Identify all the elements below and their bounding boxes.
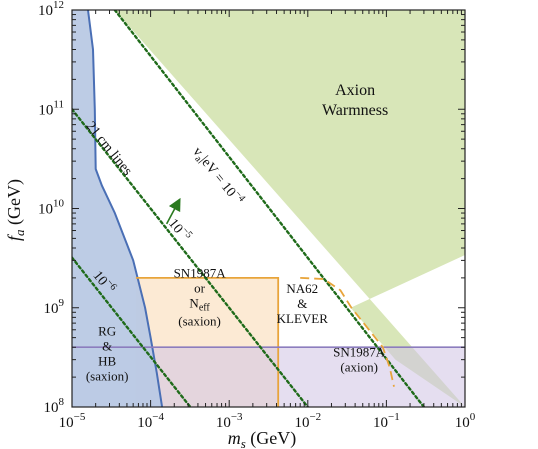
rg-hb-label: RG & HB (saxion): [86, 324, 129, 384]
x-tick-label: 10−2: [294, 411, 321, 431]
labels-layer: 10−5 10−4 10−3 10−2 10−1 100 108 109 1010 1011 101…: [38, 0, 476, 431]
x-tick-label: 10−3: [216, 411, 243, 431]
sn1987a-saxion-boundary: [135, 277, 280, 407]
ticks-layer: [71, 9, 466, 408]
series-v-1e-6: [72, 256, 192, 407]
lines-layer: [72, 10, 426, 407]
annotation-v-1e-4-label: va|eV = 10−4: [188, 143, 248, 210]
x-axis-title: ms (GeV): [228, 428, 297, 449]
x-tick-label: 10−5: [59, 411, 86, 431]
y-tick-label: 108: [44, 396, 65, 416]
region-axion-warmness: [114, 10, 465, 407]
rg-hb-boundary: [87, 10, 164, 407]
axion-warmness-label: Axion Warmness: [322, 82, 388, 119]
y-tick-label: 109: [44, 297, 65, 317]
sn1987a-axion-label: SN1987A (axion): [333, 345, 386, 375]
y-tick-label: 1010: [38, 198, 65, 218]
y-tick-label: 1012: [38, 0, 64, 19]
x-tick-label: 10−4: [137, 411, 164, 431]
y-tick-label: 1011: [38, 98, 64, 118]
sn1987a-saxion-label: SN1987A or Neff (saxion): [174, 265, 227, 328]
na62-klever-label: NA62 & KLEVER: [277, 281, 329, 326]
regions-layer: [72, 10, 465, 407]
direction-arrow: [165, 197, 181, 225]
series-sn-saxion-dashed: [300, 277, 395, 387]
annotation-v-1e-5-label: 10−5: [165, 214, 194, 244]
series-v-1e-4: [113, 10, 426, 407]
series-v-1e-5: [72, 108, 309, 407]
x-tick-label: 100: [455, 411, 476, 431]
x-tick-label: 10−1: [373, 411, 400, 431]
y-axis-title: fa (GeV): [4, 179, 27, 241]
region-sn1987a-axion: [72, 347, 465, 407]
